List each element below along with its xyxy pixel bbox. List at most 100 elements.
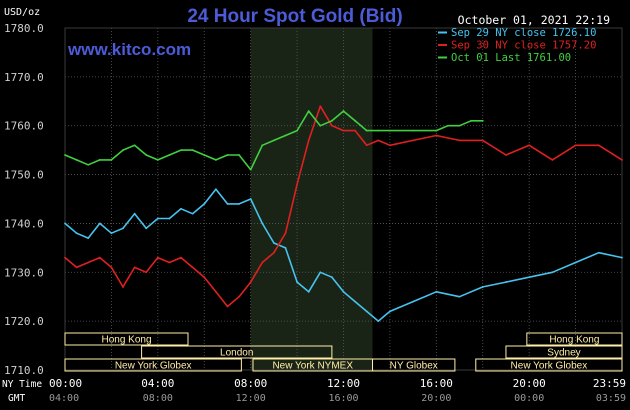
series-point bbox=[98, 256, 101, 259]
x-tick-label-ny: 08:00 bbox=[234, 377, 267, 390]
watermark-text: www.kitco.com bbox=[67, 40, 191, 59]
series-point bbox=[156, 159, 159, 161]
series-point bbox=[330, 276, 333, 279]
chart-timestamp: October 01, 2021 22:19 bbox=[458, 13, 610, 27]
series-point bbox=[122, 227, 124, 230]
series-point bbox=[307, 139, 310, 142]
session-bar bbox=[475, 358, 623, 372]
series-point bbox=[342, 110, 345, 112]
series-point bbox=[621, 159, 623, 161]
session-label: NY Globex bbox=[390, 361, 438, 372]
series-point bbox=[272, 251, 275, 254]
series-point bbox=[168, 154, 171, 156]
series-point bbox=[284, 232, 287, 235]
series-point bbox=[272, 242, 275, 244]
x-tick-label-ny: 23:59 bbox=[593, 377, 626, 390]
series-point bbox=[122, 149, 124, 152]
session-bar bbox=[526, 332, 623, 346]
series-point bbox=[64, 222, 66, 225]
session-bar bbox=[372, 358, 456, 372]
series-point bbox=[110, 232, 113, 235]
series-point bbox=[377, 129, 380, 132]
series-point bbox=[435, 134, 438, 137]
session-label: New York Globex bbox=[115, 361, 192, 372]
series-point bbox=[64, 154, 66, 156]
series-point bbox=[574, 144, 577, 147]
series-point bbox=[551, 271, 554, 274]
x-tick-label-ny: 20:00 bbox=[513, 377, 546, 390]
series-point bbox=[435, 129, 438, 132]
session-bar bbox=[505, 345, 623, 359]
y-tick-label: 1730.0 bbox=[4, 266, 44, 279]
session-bar bbox=[64, 358, 242, 372]
series-point bbox=[261, 261, 264, 264]
y-axis-label: USD/oz bbox=[4, 7, 40, 18]
series-point bbox=[296, 129, 298, 132]
series-point bbox=[284, 134, 287, 137]
series-point bbox=[238, 295, 240, 298]
y-tick-label: 1710.0 bbox=[4, 364, 44, 377]
series-point bbox=[87, 237, 90, 239]
x-tick-label-gmt: 16:00 bbox=[328, 393, 358, 404]
series-point bbox=[481, 139, 484, 142]
x-tick-label-ny: 00:00 bbox=[49, 377, 82, 390]
series-point bbox=[597, 144, 600, 147]
series-point bbox=[203, 202, 206, 205]
session-bar bbox=[64, 332, 189, 346]
x-tick-label-gmt: 20:00 bbox=[421, 393, 451, 404]
y-tick-label: 1760.0 bbox=[4, 120, 44, 133]
series-point bbox=[226, 202, 229, 205]
chart-title: 24 Hour Spot Gold (Bid) bbox=[187, 6, 402, 27]
series-point bbox=[226, 154, 229, 156]
series-point bbox=[168, 261, 171, 264]
series-point bbox=[87, 261, 90, 264]
series-point bbox=[458, 124, 461, 127]
series-point bbox=[180, 256, 182, 259]
series-point bbox=[191, 212, 194, 215]
series-point bbox=[342, 129, 345, 132]
series-point bbox=[249, 168, 252, 171]
series-point bbox=[98, 159, 101, 161]
y-tick-label: 1740.0 bbox=[4, 217, 44, 230]
x-tick-label-gmt: 00:00 bbox=[514, 393, 544, 404]
series-point bbox=[133, 212, 136, 215]
session-layer: Hong Kong Hong Kong London Sydney New York G… bbox=[64, 332, 623, 372]
series-point bbox=[505, 154, 507, 156]
session-label: Sydney bbox=[547, 348, 580, 359]
series-point bbox=[389, 129, 391, 132]
series-point bbox=[319, 105, 322, 108]
series-point bbox=[214, 159, 217, 161]
legend-entry: Oct 01 Last 1761.00 bbox=[451, 52, 571, 64]
series-point bbox=[470, 119, 473, 122]
y-tick-label: 1750.0 bbox=[4, 169, 44, 182]
series-point bbox=[447, 124, 449, 127]
series-point bbox=[354, 129, 357, 132]
grid-layer bbox=[64, 27, 623, 371]
series-point bbox=[354, 300, 357, 303]
y-tick-label: 1770.0 bbox=[4, 71, 44, 84]
series-point bbox=[226, 305, 229, 308]
axis-layer: 1780.0 1770.0 1760.0 1750.0 1740.0 1730.0 1720… bbox=[4, 22, 626, 404]
gmt-label: GMT bbox=[8, 393, 25, 404]
series-point bbox=[238, 154, 240, 156]
series-point bbox=[481, 119, 484, 122]
series-point bbox=[261, 222, 264, 225]
plot-border bbox=[64, 27, 623, 371]
series-point bbox=[214, 290, 217, 293]
y-tick-label: 1780.0 bbox=[4, 22, 44, 35]
series-point bbox=[354, 119, 357, 122]
series-point bbox=[412, 300, 415, 303]
series-layer bbox=[64, 105, 623, 323]
series-point bbox=[110, 159, 113, 161]
series-point bbox=[412, 139, 415, 142]
series-point bbox=[319, 271, 322, 274]
series-point bbox=[203, 276, 206, 279]
series-point bbox=[168, 217, 171, 220]
series-point bbox=[110, 266, 113, 269]
legend-entry: Sep 29 NY close 1726.10 bbox=[451, 27, 596, 39]
series-point bbox=[87, 163, 90, 166]
series-point bbox=[180, 207, 182, 210]
nymex-highlight-band bbox=[250, 28, 373, 370]
